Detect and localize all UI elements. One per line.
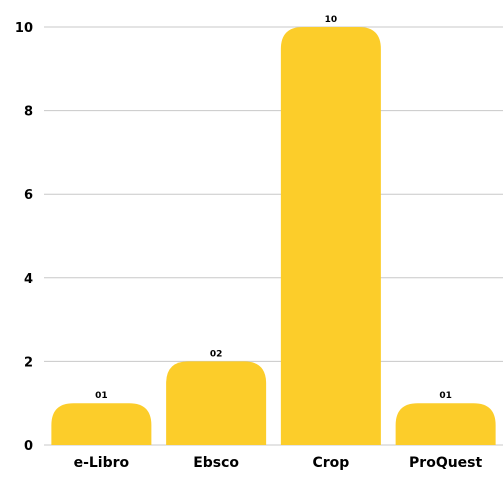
category-label-ebsco: Ebsco: [193, 455, 239, 471]
bar-crop: [280, 27, 381, 445]
y-tick-label: 0: [24, 439, 33, 454]
bars: [51, 27, 496, 445]
category-labels: e-Libro Ebsco Crop ProQuest: [74, 455, 483, 471]
y-tick-label: 2: [24, 355, 33, 370]
bar-e-libro: [51, 403, 152, 445]
data-labels: 01 02 10 01: [95, 15, 452, 401]
bar-proquest: [395, 403, 496, 445]
category-label-e-libro: e-Libro: [74, 455, 130, 471]
y-axis-ticks: 0 2 4 6 8 10: [15, 21, 33, 454]
data-label-proquest: 01: [439, 391, 452, 401]
data-label-ebsco: 02: [210, 349, 223, 359]
y-tick-label: 8: [24, 105, 33, 120]
data-label-e-libro: 01: [95, 391, 108, 401]
bar-ebsco: [166, 361, 267, 445]
y-tick-label: 10: [15, 21, 33, 36]
category-label-crop: Crop: [312, 455, 349, 471]
y-tick-label: 4: [24, 272, 33, 287]
grid-lines: [44, 26, 503, 446]
y-tick-label: 6: [24, 188, 33, 203]
category-label-proquest: ProQuest: [409, 455, 482, 471]
data-label-crop: 10: [325, 15, 338, 25]
